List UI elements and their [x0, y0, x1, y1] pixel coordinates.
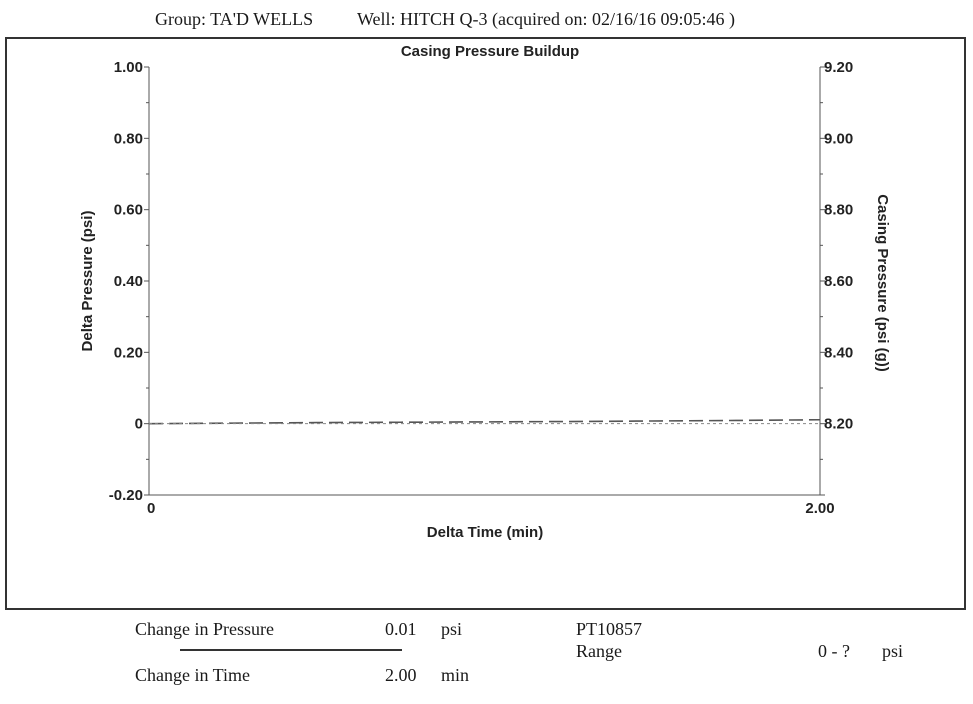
y-left-tick-label: 0.20: [114, 344, 143, 361]
y-right-tick-label: 8.60: [824, 273, 853, 290]
y-right-tick-label: 8.20: [824, 416, 853, 433]
y-left-tick-label: 1.00: [114, 59, 143, 76]
sensor-id: PT10857: [576, 619, 643, 639]
x-tick-label: 2.00: [805, 500, 834, 517]
well-label: Well: HITCH Q-3 (acquired on: 02/16/16 0…: [357, 9, 735, 29]
y-left-tick-label: 0.80: [114, 130, 143, 147]
chart-title: Casing Pressure Buildup: [401, 43, 579, 60]
report-header: Group: TA'D WELLS Well: HITCH Q-3 (acqui…: [0, 9, 973, 33]
range-label: Range: [576, 641, 622, 661]
y-right-axis-label: Casing Pressure (psi (g)): [874, 194, 891, 372]
y-left-axis-label: Delta Pressure (psi): [79, 211, 96, 352]
plot-frame: [5, 37, 966, 610]
change-in-pressure-value: 0.01: [385, 619, 417, 639]
range-value: 0 - ?: [818, 641, 850, 661]
change-in-time-label: Change in Time: [135, 665, 251, 685]
change-in-time-value: 2.00: [385, 665, 417, 685]
y-left-tick-label: 0: [135, 416, 143, 433]
x-tick-label: 0: [147, 500, 155, 517]
y-left-tick-label: 0.60: [114, 202, 143, 219]
x-axis-label: Delta Time (min): [427, 524, 543, 541]
group-label: Group: TA'D WELLS: [155, 9, 314, 29]
series-delta-pressure-line: [148, 418, 821, 425]
y-right-tick-label: 9.00: [824, 130, 853, 147]
y-left-tick-label: -0.20: [109, 487, 143, 504]
change-in-time-unit: min: [441, 665, 470, 685]
change-in-pressure-unit: psi: [441, 619, 463, 639]
range-unit: psi: [882, 641, 904, 661]
legend-solid-line: [180, 649, 402, 651]
y-right-tick-label: 8.40: [824, 344, 853, 361]
y-right-tick-label: 9.20: [824, 59, 853, 76]
y-left-tick-label: 0.40: [114, 273, 143, 290]
change-in-pressure-label: Change in Pressure: [135, 619, 274, 639]
y-right-tick-label: 8.80: [824, 202, 853, 219]
